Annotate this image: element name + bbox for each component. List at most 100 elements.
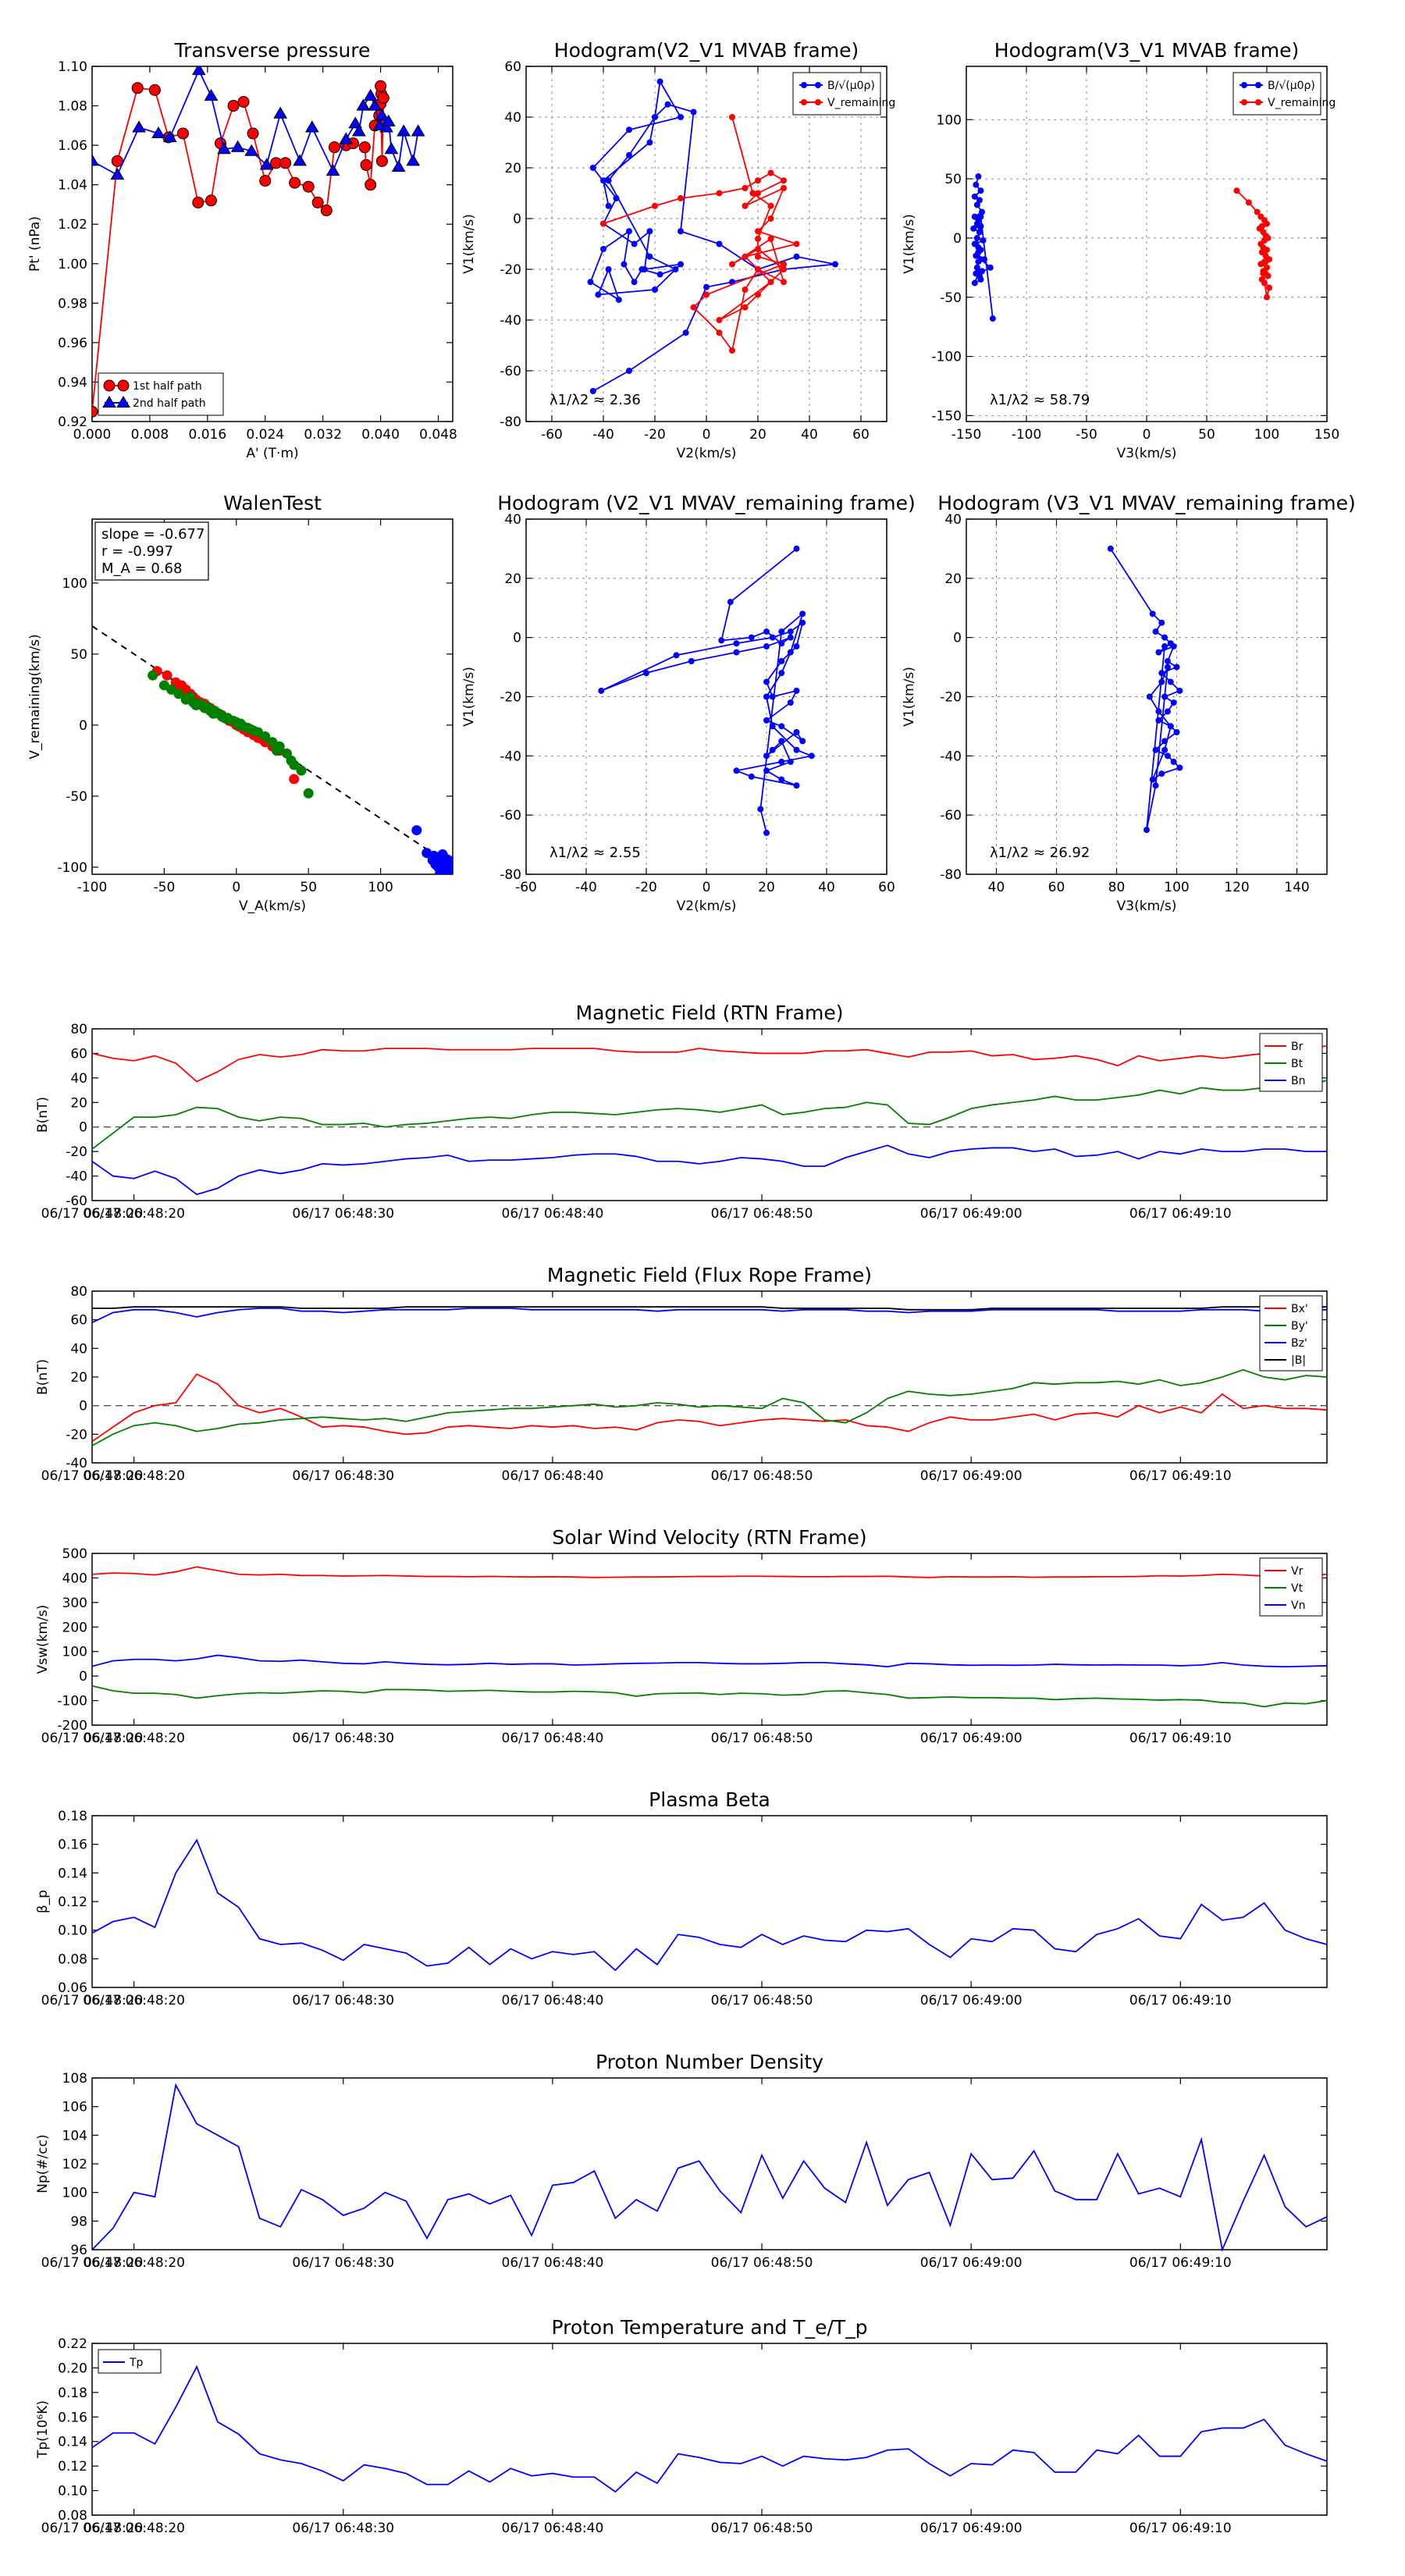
- y-tick-label: 98: [70, 2214, 87, 2229]
- plot-area: [1107, 545, 1183, 834]
- data-point: [339, 132, 354, 144]
- data-point: [227, 100, 240, 112]
- chart-hodo3: -60 -40 -20 0 20 40 60-80-60-40-2002040Hodogra…: [461, 492, 916, 914]
- series-line: [603, 116, 799, 353]
- x-tick-label: 06/17 06:49:00: [920, 1468, 1023, 1484]
- data-point: [368, 98, 382, 111]
- legend-marker: [1255, 99, 1261, 105]
- data-point: [1170, 643, 1177, 650]
- data-point: [742, 253, 749, 260]
- data-point: [132, 120, 146, 133]
- data-point: [365, 179, 377, 191]
- y-tick-label: 100: [62, 1645, 87, 1660]
- data-point: [1245, 199, 1252, 206]
- scatter-point: [303, 788, 314, 799]
- scatter-point: [446, 865, 453, 874]
- data-point: [1164, 664, 1171, 671]
- y-tick-label: -60: [500, 364, 521, 379]
- x-tick-label-start: 06/17 06:48:20: [41, 1993, 144, 2008]
- data-point: [1261, 279, 1268, 286]
- data-point: [763, 678, 770, 685]
- plot-frame: [966, 518, 1328, 875]
- y-tick-label: 0: [513, 212, 521, 227]
- data-point: [652, 286, 658, 293]
- x-tick-label: 0: [702, 880, 711, 895]
- data-point: [656, 78, 663, 85]
- data-point: [975, 173, 982, 180]
- y-tick-label: -20: [940, 690, 962, 706]
- data-point: [411, 124, 425, 137]
- data-point: [787, 649, 794, 656]
- y-axis-label: V_remaining(km/s): [27, 634, 43, 759]
- data-point: [970, 225, 977, 232]
- data-point: [621, 261, 628, 268]
- x-tick-label: 0.032: [304, 427, 342, 443]
- data-point: [787, 699, 794, 706]
- y-tick-label: 0.16: [58, 2410, 87, 2425]
- data-point: [973, 264, 980, 271]
- x-tick-label: -20: [635, 880, 657, 895]
- legend-marker: [117, 379, 130, 392]
- chart-hodo4: 40 60 80 100 120 140-80-60-40-2002040Hodogram…: [902, 492, 1356, 914]
- x-tick-label: 0.016: [189, 427, 227, 443]
- data-point: [980, 237, 987, 244]
- data-point: [716, 329, 723, 336]
- plot-frame: [525, 66, 887, 422]
- scatter-point: [434, 869, 445, 874]
- data-point: [1264, 220, 1270, 227]
- stats-text: slope = -0.677: [101, 526, 205, 543]
- data-point: [646, 139, 653, 146]
- scatter-point: [289, 774, 300, 785]
- data-point: [1164, 753, 1171, 760]
- y-tick-label: 80: [70, 1284, 87, 1300]
- scatter-point: [173, 688, 184, 699]
- chart-title: Plasma Beta: [649, 1788, 770, 1811]
- data-point: [976, 229, 983, 236]
- data-point: [1161, 738, 1168, 745]
- x-tick-label: 120: [1224, 880, 1249, 895]
- y-axis-label: Vsw(km/s): [35, 1605, 51, 1674]
- data-point: [778, 723, 785, 730]
- data-point: [289, 176, 301, 189]
- plot-frame: [91, 2343, 1328, 2516]
- y-tick-label: -40: [500, 313, 521, 329]
- data-point: [971, 213, 978, 220]
- data-point: [1256, 225, 1263, 232]
- x-tick-label: 06/17 06:48:30: [292, 1468, 394, 1484]
- y-tick-label: -40: [66, 1456, 87, 1471]
- data-point: [1144, 827, 1150, 834]
- y-tick-label: 20: [504, 161, 521, 176]
- y-tick-label: 40: [70, 1341, 87, 1357]
- x-tick-label: 0.024: [246, 427, 284, 443]
- x-tick-label: -50: [1076, 427, 1097, 443]
- legend-label: 2nd half path: [133, 397, 206, 410]
- eigenvalue-ratio-label: λ1/λ2 ≈ 2.36: [550, 392, 641, 408]
- data-point: [259, 175, 272, 187]
- x-tick-label: 0.000: [73, 427, 112, 443]
- data-point: [793, 253, 800, 260]
- x-tick-label: 06/17 06:48:50: [711, 1731, 813, 1746]
- y-tick-label: -60: [66, 1194, 87, 1209]
- y-tick-label: 0.08: [58, 1952, 87, 1967]
- data-point: [742, 185, 749, 191]
- data-point: [1262, 258, 1269, 265]
- data-point: [748, 773, 755, 780]
- legend-marker: [1241, 99, 1247, 105]
- y-tick-label: 1.04: [58, 178, 87, 194]
- legend-marker: [815, 82, 821, 88]
- data-point: [646, 228, 653, 235]
- x-tick-label: 06/17 06:48:30: [292, 1206, 394, 1222]
- data-point: [973, 220, 980, 227]
- chart-density: 06/17 06:48:20 06/17 06:48:30 06/17 06:48:…: [35, 2051, 1328, 2271]
- chart-title: WalenTest: [223, 492, 322, 514]
- data-point: [587, 279, 594, 286]
- series-line-Bx': [91, 1373, 1328, 1443]
- x-axis-label: V2(km/s): [677, 898, 737, 914]
- data-point: [1262, 252, 1269, 259]
- y-axis-label: Np(#/cc): [35, 2134, 51, 2193]
- data-point: [727, 599, 734, 606]
- legend-label: B/√(μ0ρ): [1268, 80, 1315, 92]
- y-tick-label: -200: [57, 1718, 87, 1734]
- legend-label: Vn: [1291, 1599, 1305, 1612]
- y-tick-label: 0.18: [58, 2386, 87, 2401]
